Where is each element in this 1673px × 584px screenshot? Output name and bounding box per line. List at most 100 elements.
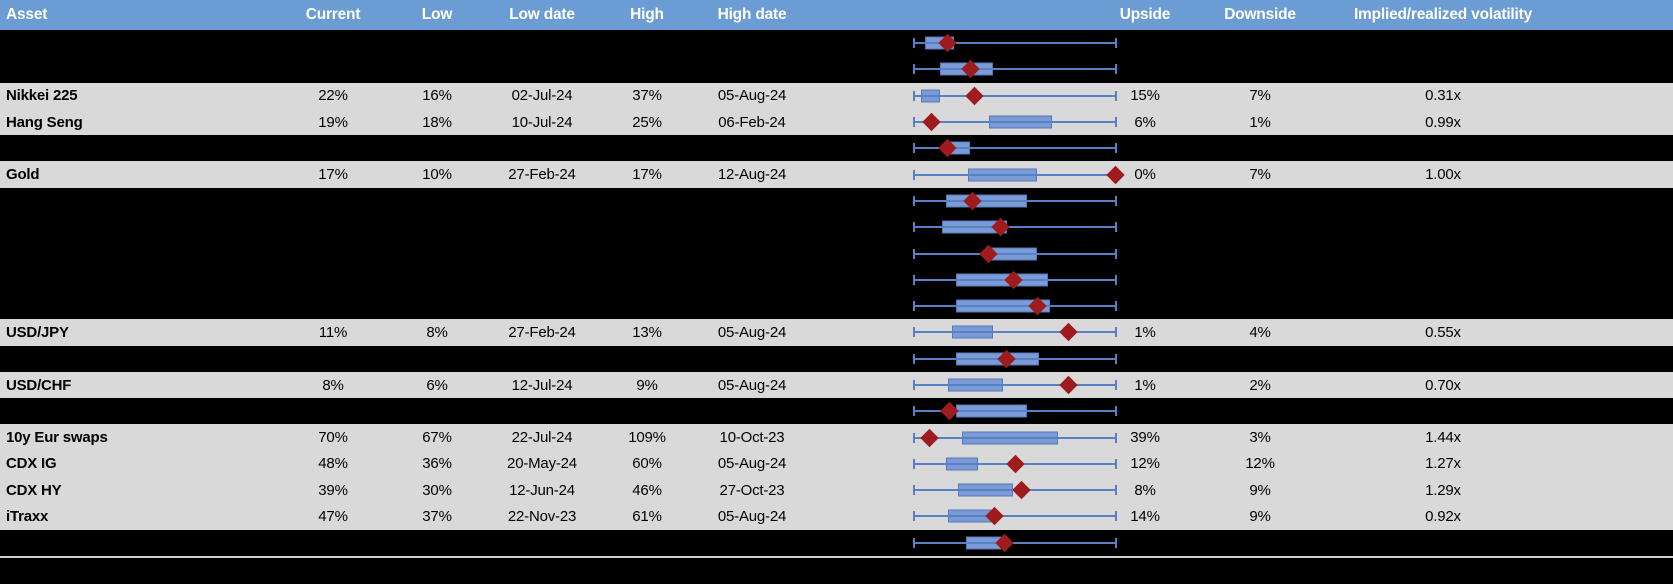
- cell-high: 60%: [632, 455, 662, 473]
- cell-low: 8%: [426, 323, 448, 341]
- whisker-cap-left: [913, 537, 915, 548]
- cell-current: 8%: [322, 376, 344, 394]
- cell-downside: 9%: [1249, 481, 1271, 499]
- whisker-cap-left: [913, 511, 915, 522]
- cell-current: 11%: [318, 323, 348, 341]
- cell-upside: 1%: [1134, 323, 1156, 341]
- whisker-cap-right: [1115, 458, 1117, 469]
- cell-ivrv: 1.27x: [1425, 455, 1461, 473]
- whisker-line: [913, 384, 1117, 386]
- whisker-cap-right: [1115, 90, 1117, 101]
- range-plot: [913, 451, 1117, 477]
- table-header: Asset Current Low Low date High High dat…: [0, 0, 1673, 30]
- cell-asset: CDX IG: [6, 455, 57, 473]
- whisker-line: [913, 42, 1117, 45]
- header-low-date: Low date: [509, 6, 575, 23]
- cell-high-date: 05-Aug-24: [717, 376, 787, 394]
- cell-low: 10%: [422, 166, 452, 184]
- cell-ivrv: 0.70x: [1425, 376, 1461, 394]
- cell-current: 19%: [318, 113, 348, 131]
- table-row-10y-eur-swaps: 10y Eur swaps 70% 67% 22-Jul-24 109% 10-Oct-2…: [0, 424, 1673, 451]
- cell-low-date: 27-Feb-24: [508, 323, 576, 341]
- current-marker-diamond-icon: [1005, 454, 1025, 474]
- cell-ivrv: 1.00x: [1425, 166, 1461, 184]
- whisker-line: [913, 226, 1117, 229]
- whisker-cap-right: [1115, 511, 1117, 522]
- cell-upside: 39%: [1130, 429, 1160, 447]
- table-row-usd-jpy: USD/JPY 11% 8% 27-Feb-24 13% 05-Aug-24 1% 4% 0.5…: [0, 319, 1673, 346]
- whisker-cap-right: [1115, 353, 1117, 364]
- whisker-cap-right: [1115, 38, 1117, 49]
- cell-low-date: 20-May-24: [507, 455, 577, 473]
- current-marker-diamond-icon: [964, 86, 984, 105]
- cell-downside: 7%: [1249, 166, 1271, 184]
- whisker-cap-right: [1115, 143, 1117, 154]
- cell-ivrv: 0.55x: [1425, 323, 1461, 341]
- whisker-line: [913, 305, 1117, 308]
- whisker-cap-left: [913, 38, 915, 49]
- table-row-usd-chf: USD/CHF 8% 6% 12-Jul-24 9% 05-Aug-24 1% 2% 0.70x: [0, 371, 1673, 399]
- range-plot: [913, 398, 1117, 424]
- redacted-row: [0, 30, 1673, 57]
- cell-current: 17%: [318, 166, 348, 184]
- cell-upside: 8%: [1134, 481, 1156, 499]
- cell-upside: 6%: [1134, 113, 1156, 131]
- cell-downside: 3%: [1249, 429, 1271, 447]
- whisker-line: [913, 121, 1117, 124]
- table-row-cdx-hy: CDX HY 39% 30% 12-Jun-24 46% 27-Oct-23 8% 9% 1.2…: [0, 477, 1673, 504]
- whisker-cap-left: [913, 90, 915, 101]
- cell-high: 109%: [628, 429, 666, 447]
- cell-asset: Nikkei 225: [6, 87, 78, 105]
- cell-low: 67%: [422, 429, 452, 447]
- range-plot: [913, 83, 1117, 109]
- cell-upside: 0%: [1134, 166, 1156, 184]
- range-plot: [913, 346, 1117, 372]
- table-row-hang-seng: Hang Seng 19% 18% 10-Jul-24 25% 06-Feb-24 6% 1%…: [0, 108, 1673, 136]
- cell-ivrv: 0.99x: [1425, 113, 1461, 131]
- whisker-cap-left: [913, 117, 915, 128]
- bottom-black-filler: [0, 557, 1673, 584]
- cell-high-date: 10-Oct-23: [719, 429, 785, 447]
- cell-high-date: 05-Aug-24: [717, 455, 787, 473]
- header-downside: Downside: [1224, 6, 1296, 23]
- range-plot: [913, 424, 1117, 450]
- cell-downside: 4%: [1249, 323, 1271, 341]
- cell-downside: 7%: [1249, 87, 1271, 105]
- current-marker-diamond-icon: [1058, 323, 1078, 342]
- cell-low-date: 12-Jul-24: [511, 376, 573, 394]
- whisker-cap-right: [1115, 537, 1117, 548]
- redacted-row: [0, 240, 1673, 267]
- cell-low: 30%: [422, 481, 452, 499]
- cell-asset: Hang Seng: [6, 113, 83, 131]
- cell-current: 39%: [318, 481, 348, 499]
- header-upside: Upside: [1119, 6, 1171, 23]
- range-plot: [913, 267, 1117, 293]
- whisker-line: [913, 199, 1117, 202]
- cell-asset: USD/JPY: [6, 323, 69, 341]
- range-plot: [913, 214, 1117, 240]
- cell-low-date: 12-Jun-24: [509, 481, 575, 499]
- redacted-row: [0, 135, 1673, 162]
- whisker-line: [913, 147, 1117, 150]
- cell-upside: 15%: [1130, 87, 1160, 105]
- redacted-row: [0, 266, 1673, 293]
- range-plot: [913, 135, 1117, 161]
- whisker-line: [913, 252, 1117, 255]
- cell-high: 17%: [632, 166, 662, 184]
- cell-downside: 9%: [1249, 507, 1271, 525]
- whisker-line: [913, 541, 1117, 544]
- cell-high-date: 12-Aug-24: [717, 166, 787, 184]
- whisker-cap-right: [1115, 327, 1117, 338]
- whisker-cap-left: [913, 406, 915, 417]
- whisker-cap-right: [1115, 432, 1117, 443]
- whisker-cap-right: [1115, 380, 1117, 390]
- whisker-cap-right: [1115, 117, 1117, 128]
- cell-high: 9%: [636, 376, 658, 394]
- header-high-date: High date: [717, 6, 787, 23]
- whisker-cap-left: [913, 485, 915, 496]
- range-plot: [913, 240, 1117, 266]
- redacted-row: [0, 529, 1673, 556]
- cell-low: 36%: [422, 455, 452, 473]
- table-row-gold: Gold 17% 10% 27-Feb-24 17% 12-Aug-24 0% 7% 1.00x: [0, 161, 1673, 188]
- range-plot: [913, 188, 1117, 214]
